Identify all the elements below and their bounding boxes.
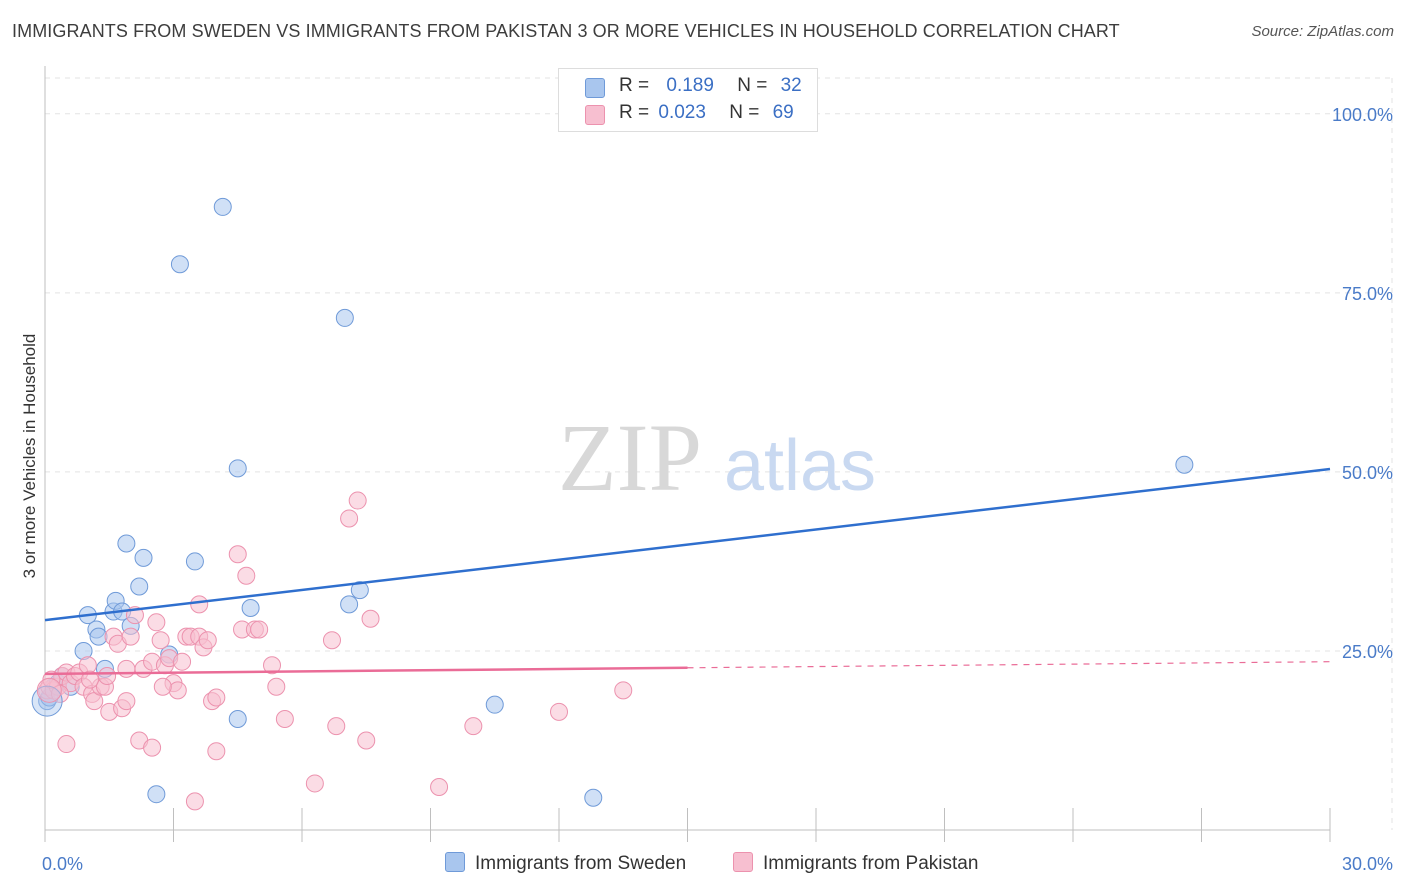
point-sweden (228, 459, 247, 478)
point-pakistan (98, 667, 117, 686)
trend-line-pakistan-extension (687, 661, 1331, 669)
bottom-legend-swatch-sweden (445, 852, 465, 872)
point-sweden (89, 627, 108, 646)
point-pakistan (80, 670, 99, 689)
point-pakistan (348, 491, 367, 510)
point-pakistan (143, 738, 162, 757)
point-pakistan (361, 609, 380, 628)
point-pakistan (263, 656, 282, 675)
point-pakistan (327, 717, 346, 736)
legend-swatch-pakistan (585, 105, 605, 125)
y-tick-label: 25.0% (1342, 642, 1393, 662)
point-pakistan (117, 659, 136, 678)
point-pakistan (207, 688, 226, 707)
trend-line-pakistan (44, 666, 688, 676)
point-sweden (1175, 455, 1194, 474)
point-pakistan (57, 735, 76, 754)
point-pakistan (550, 702, 568, 721)
point-sweden (350, 581, 369, 600)
point-pakistan (190, 595, 209, 614)
grid-lines (45, 77, 1393, 830)
bottom-legend-sweden: Immigrants from Sweden (445, 852, 686, 875)
point-sweden (170, 255, 189, 274)
chart-title: IMMIGRANTS FROM SWEDEN VS IMMIGRANTS FRO… (12, 21, 1120, 41)
point-sweden (584, 788, 603, 807)
point-sweden (228, 709, 247, 728)
legend-n-label: N = (737, 75, 768, 96)
legend-n-label: N = (729, 102, 760, 123)
point-pakistan (168, 681, 187, 700)
point-pakistan (151, 631, 170, 650)
point-pakistan (121, 627, 140, 646)
point-pakistan (173, 652, 192, 671)
point-sweden (213, 197, 232, 216)
point-sweden (185, 552, 204, 571)
legend-swatch-sweden (585, 78, 605, 98)
bottom-legend-label-pakistan: Immigrants from Pakistan (763, 853, 979, 874)
point-pakistan (305, 774, 324, 793)
y-tick-label: 100.0% (1332, 105, 1393, 125)
legend-r-label: R = (619, 102, 650, 123)
point-sweden (485, 695, 504, 714)
y-tick-label: 75.0% (1342, 284, 1393, 304)
point-pakistan (36, 677, 62, 703)
point-sweden (31, 685, 63, 717)
point-sweden (130, 577, 149, 596)
point-pakistan (357, 731, 376, 750)
point-sweden (241, 598, 260, 617)
point-pakistan (250, 620, 269, 639)
trend-line-sweden (44, 467, 1331, 622)
tick-labels: 25.0% 50.0% 75.0% 100.0% 0.0% 30.0% (42, 105, 1393, 874)
point-sweden (340, 595, 359, 614)
bottom-legend-pakistan: Immigrants from Pakistan (733, 852, 978, 875)
point-sweden (335, 308, 354, 327)
point-pakistan (147, 613, 166, 632)
point-pakistan (275, 709, 294, 728)
bottom-legend-swatch-pakistan (733, 852, 753, 872)
point-pakistan (322, 631, 341, 650)
legend-n-value: 32 (780, 75, 802, 96)
data-points (31, 197, 1194, 811)
bottom-legend-label-sweden: Immigrants from Sweden (475, 853, 687, 874)
legend-r-value: 0.023 (658, 102, 706, 123)
point-sweden (117, 534, 136, 553)
point-pakistan (207, 742, 226, 761)
watermark: ZIP atlas (558, 404, 876, 511)
point-sweden (134, 548, 153, 567)
point-pakistan (153, 677, 172, 696)
point-pakistan (237, 566, 256, 585)
point-pakistan (340, 509, 359, 528)
y-tick-label: 50.0% (1342, 463, 1393, 483)
axes (44, 66, 1331, 842)
source-credit: Source: ZipAtlas.com (1251, 23, 1394, 40)
legend-n-value: 69 (772, 102, 794, 123)
point-sweden (147, 785, 166, 804)
point-pakistan (464, 717, 483, 736)
legend-r-value: 0.189 (666, 75, 714, 96)
point-pakistan (614, 681, 633, 700)
point-pakistan (185, 792, 204, 811)
x-tick-label: 0.0% (42, 854, 83, 874)
point-pakistan (267, 677, 286, 696)
correlation-legend: R = 0.189 N = 32 R = 0.023 N = 69 (558, 68, 818, 132)
watermark-atlas: atlas (724, 426, 876, 506)
trend-lines (44, 467, 1331, 676)
point-pakistan (198, 631, 217, 650)
watermark-zip: ZIP (558, 404, 702, 511)
legend-r-label: R = (619, 75, 650, 96)
point-pakistan (228, 545, 247, 564)
point-pakistan (117, 692, 136, 711)
point-pakistan (430, 778, 449, 797)
x-tick-label: 30.0% (1342, 854, 1393, 874)
